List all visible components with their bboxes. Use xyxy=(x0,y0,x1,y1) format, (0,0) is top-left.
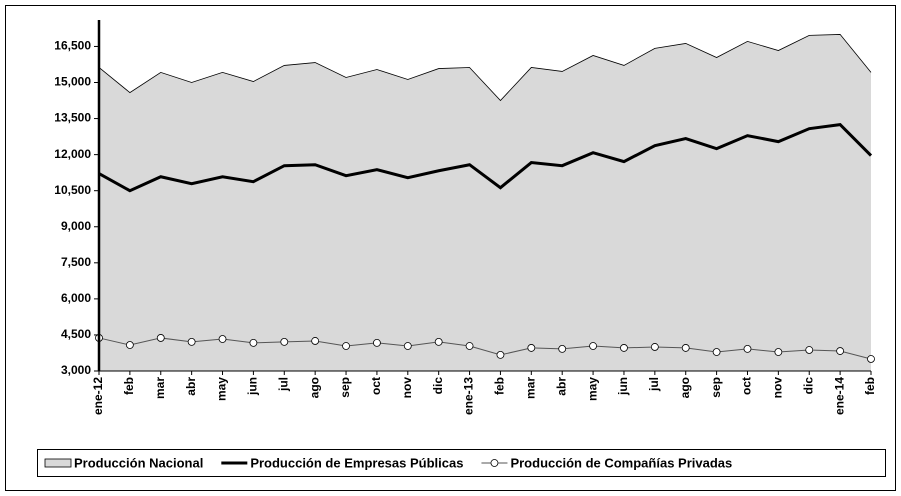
x-tick-label: mar xyxy=(153,377,167,399)
y-tick-label: 3,000 xyxy=(61,363,91,377)
x-tick-label: nov xyxy=(771,377,785,399)
y-tick-label: 12,000 xyxy=(54,147,91,161)
legend-label: Producción de Empresas Públicas xyxy=(250,455,463,470)
marker xyxy=(311,337,320,345)
y-tick-label: 4,500 xyxy=(61,327,91,341)
marker xyxy=(125,341,134,349)
marker xyxy=(403,342,412,350)
legend-label: Producción de Compañías Privadas xyxy=(510,455,732,470)
x-tick-label: may xyxy=(585,377,599,401)
y-tick-label: 16,500 xyxy=(54,39,91,53)
marker xyxy=(712,348,721,356)
line xyxy=(98,337,872,360)
marker xyxy=(280,338,289,346)
x-tick-label: sep xyxy=(338,377,352,398)
marker xyxy=(681,344,690,352)
line xyxy=(98,122,873,193)
marker xyxy=(650,343,659,351)
marker xyxy=(187,338,196,346)
x-tick-label: ene-12 xyxy=(91,377,105,415)
x-tick-label: jun xyxy=(246,377,260,396)
x-tick-label: dic xyxy=(431,377,445,395)
legend-marker xyxy=(490,459,499,467)
y-tick-label: 13,500 xyxy=(54,111,91,125)
marker xyxy=(774,348,783,356)
marker xyxy=(249,338,258,347)
marker xyxy=(496,350,505,359)
legend-label: Producción Nacional xyxy=(74,455,203,470)
x-tick-label: feb xyxy=(493,377,507,395)
marker xyxy=(805,346,814,354)
marker xyxy=(527,344,536,352)
x-tick-label: ene-14 xyxy=(832,377,846,415)
marker xyxy=(156,334,165,342)
x-tick-label: dic xyxy=(801,377,815,395)
y-tick-label: 7,500 xyxy=(61,255,91,269)
x-tick-label: mar xyxy=(523,377,537,399)
x-tick-label: abr xyxy=(184,377,198,396)
area xyxy=(99,34,871,372)
x-tick-label: feb xyxy=(122,377,136,395)
x-tick-label: nov xyxy=(400,377,414,399)
marker xyxy=(589,342,597,350)
x-tick-label: ene-13 xyxy=(462,377,476,415)
marker xyxy=(465,342,474,350)
x-tick-label: jun xyxy=(616,377,630,396)
x-tick-label: sep xyxy=(709,377,723,398)
x-tick-label: may xyxy=(215,377,229,401)
marker xyxy=(434,338,443,346)
x-tick-label: feb xyxy=(863,377,877,395)
marker xyxy=(836,347,845,355)
marker xyxy=(743,344,752,353)
y-tick-label: 6,000 xyxy=(61,291,91,305)
marker xyxy=(373,338,381,347)
area-edge xyxy=(98,34,872,102)
x-tick-label: ago xyxy=(678,377,692,398)
x-tick-label: oct xyxy=(740,377,754,395)
x-tick-label: jul xyxy=(276,377,290,392)
x-tick-label: ago xyxy=(307,377,321,398)
x-tick-label: jul xyxy=(647,377,661,392)
y-tick-label: 10,500 xyxy=(54,183,91,197)
y-tick-label: 9,000 xyxy=(61,219,91,233)
marker xyxy=(342,342,350,350)
marker xyxy=(867,355,875,363)
marker xyxy=(558,344,567,353)
x-tick-label: abr xyxy=(554,377,568,396)
y-tick-label: 15,000 xyxy=(54,75,91,89)
marker xyxy=(620,344,628,352)
x-tick-label: oct xyxy=(369,377,383,395)
legend-box xyxy=(37,449,886,477)
legend-swatch xyxy=(44,458,72,468)
marker xyxy=(218,335,227,343)
